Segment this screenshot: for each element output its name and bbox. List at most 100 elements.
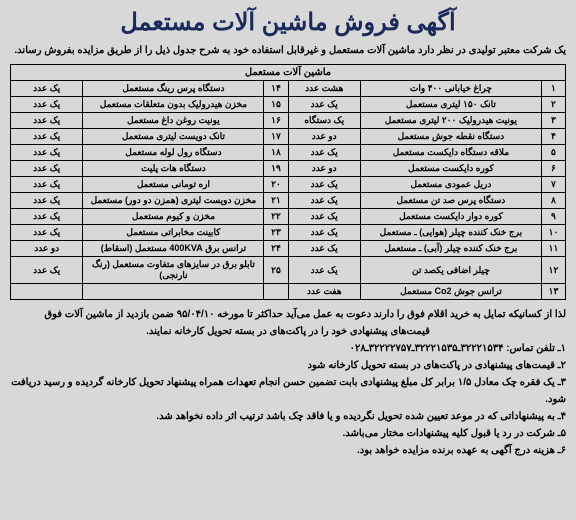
item-qty: یک عدد: [288, 193, 360, 209]
footer-block: لذا از کسانیکه تمایل به خرید اقلام فوق ر…: [10, 306, 566, 459]
item-qty: یک عدد: [288, 225, 360, 241]
table-row: ۲تانک ۱۵۰ لیتری مستعملیک عدد۱۵مخزن هیدرو…: [11, 97, 566, 113]
item-name: تانک دویست لیتری مستعمل: [83, 129, 264, 145]
item-name: مخزن هیدرولیک بدون متعلقات مستعمل: [83, 97, 264, 113]
footer-line: ۲ـ قیمت‌های پیشنهادی در پاکت‌های در بسته…: [10, 357, 566, 374]
footer-line: ۱ـ تلفن تماس: ۳۲۲۲۱۵۳۴ـ۳۲۲۲۱۵۳۵ـ۳۲۲۲۲۷۵۷…: [10, 340, 566, 357]
row-number: [264, 284, 288, 300]
row-number: ۱۳: [541, 284, 565, 300]
item-qty: یک عدد: [11, 177, 83, 193]
item-name: [83, 284, 264, 300]
footer-line: لذا از کسانیکه تمایل به خرید اقلام فوق ر…: [10, 306, 566, 323]
item-name: تابلو برق در سایزهای متفاوت مستعمل (رنگ …: [83, 257, 264, 284]
row-number: ۱۰: [541, 225, 565, 241]
item-name: دستگاه پرس رینگ مستعمل: [83, 81, 264, 97]
row-number: ۱۸: [264, 145, 288, 161]
row-number: ۲۳: [264, 225, 288, 241]
item-qty: هفت عدد: [288, 284, 360, 300]
table-row: ۱۰برج خنک کننده چیلر (هوایی) ـ مستعملیک …: [11, 225, 566, 241]
row-number: ۹: [541, 209, 565, 225]
item-qty: یک عدد: [11, 257, 83, 284]
item-name: کوره دایکست مستعمل: [360, 161, 541, 177]
footer-line: ۴ـ به پیشنهاداتی که در موعد تعیین شده تح…: [10, 408, 566, 425]
row-number: ۶: [541, 161, 565, 177]
row-number: ۷: [541, 177, 565, 193]
item-name: دریل عمودی مستعمل: [360, 177, 541, 193]
row-number: ۱۱: [541, 241, 565, 257]
item-qty: یک عدد: [11, 81, 83, 97]
table-row: ۱۳ترانس جوش Co2 مستعملهفت عدد: [11, 284, 566, 300]
item-name: دستگاه رول لوله مستعمل: [83, 145, 264, 161]
footer-line: ۵ـ شرکت در رد یا قبول کلیه پیشنهادات مخت…: [10, 425, 566, 442]
table-row: ۱چراغ خیابانی ۴۰۰ واتهشت عدد۱۴دستگاه پرس…: [11, 81, 566, 97]
table-row: ۴دستگاه نقطه جوش مستعملدو عدد۱۷تانک دویس…: [11, 129, 566, 145]
row-number: ۱۷: [264, 129, 288, 145]
row-number: ۸: [541, 193, 565, 209]
footer-line: ۶ـ هزینه درج آگهی به عهده برنده مزایده خ…: [10, 442, 566, 459]
item-qty: یک عدد: [11, 225, 83, 241]
item-qty: یک عدد: [11, 161, 83, 177]
footer-line: قیمت‌های پیشنهادی خود را در پاکت‌های در …: [10, 323, 566, 340]
item-qty: یک عدد: [288, 145, 360, 161]
item-qty: یک عدد: [288, 257, 360, 284]
item-name: ترانس جوش Co2 مستعمل: [360, 284, 541, 300]
intro-text: یک شرکت معتبر تولیدی در نظر دارد ماشین آ…: [10, 43, 566, 58]
row-number: ۲۱: [264, 193, 288, 209]
item-name: کوره دوار دایکست مستعمل: [360, 209, 541, 225]
item-name: کابینت مخابراتی مستعمل: [83, 225, 264, 241]
item-name: مخزن و کیوم مستعمل: [83, 209, 264, 225]
item-qty: دو عدد: [288, 161, 360, 177]
item-qty: هشت عدد: [288, 81, 360, 97]
item-name: دستگاه هات پلیت: [83, 161, 264, 177]
row-number: ۱۶: [264, 113, 288, 129]
item-qty: یک عدد: [11, 113, 83, 129]
row-number: ۱۵: [264, 97, 288, 113]
item-name: یونیت هیدرولیک ۲۰۰ لیتری مستعمل: [360, 113, 541, 129]
table-row: ۷دریل عمودی مستعملیک عدد۲۰اره تومانی مست…: [11, 177, 566, 193]
row-number: ۲۵: [264, 257, 288, 284]
item-name: چراغ خیابانی ۴۰۰ وات: [360, 81, 541, 97]
row-number: ۲: [541, 97, 565, 113]
item-name: تانک ۱۵۰ لیتری مستعمل: [360, 97, 541, 113]
table-row: ۶کوره دایکست مستعملدو عدد۱۹دستگاه هات پل…: [11, 161, 566, 177]
row-number: ۱۹: [264, 161, 288, 177]
item-name: دستگاه نقطه جوش مستعمل: [360, 129, 541, 145]
item-qty: یک عدد: [11, 129, 83, 145]
item-qty: یک عدد: [288, 241, 360, 257]
row-number: ۴: [541, 129, 565, 145]
item-qty: یک عدد: [11, 209, 83, 225]
table-row: ۳یونیت هیدرولیک ۲۰۰ لیتری مستعملیک دستگا…: [11, 113, 566, 129]
row-number: ۲۴: [264, 241, 288, 257]
item-qty: یک عدد: [11, 193, 83, 209]
table-row: ۱۲چیلر اضافی یکصد تنیک عدد۲۵تابلو برق در…: [11, 257, 566, 284]
item-name: دستگاه پرس صد تن مستعمل: [360, 193, 541, 209]
row-number: ۲۲: [264, 209, 288, 225]
row-number: ۱۲: [541, 257, 565, 284]
row-number: ۵: [541, 145, 565, 161]
table-row: ۵ملاقه دستگاه دایکست مستعملیک عدد۱۸دستگا…: [11, 145, 566, 161]
row-number: ۱۴: [264, 81, 288, 97]
item-qty: دو عدد: [288, 129, 360, 145]
footer-line: ۳ـ یک فقره چک معادل ۱/۵ برابر کل مبلغ پی…: [10, 374, 566, 408]
item-name: مخزن دویست لیتری (همزن دو دور) مستعمل: [83, 193, 264, 209]
table-row: ۱۱برج خنک کننده چیلر (آبی) ـ مستعملیک عد…: [11, 241, 566, 257]
machinery-table: ماشین آلات مستعمل ۱چراغ خیابانی ۴۰۰ واته…: [10, 64, 566, 300]
item-qty: یک دستگاه: [288, 113, 360, 129]
item-name: ترانس برق 400KVA مستعمل (اسقاط): [83, 241, 264, 257]
item-qty: یک عدد: [288, 209, 360, 225]
item-qty: یک عدد: [288, 177, 360, 193]
item-name: برج خنک کننده چیلر (آبی) ـ مستعمل: [360, 241, 541, 257]
item-qty: دو عدد: [11, 241, 83, 257]
item-qty: یک عدد: [288, 97, 360, 113]
row-number: ۳: [541, 113, 565, 129]
item-qty: یک عدد: [11, 145, 83, 161]
item-qty: یک عدد: [11, 97, 83, 113]
item-name: ملاقه دستگاه دایکست مستعمل: [360, 145, 541, 161]
item-name: یونیت روغن داغ مستعمل: [83, 113, 264, 129]
table-row: ۹کوره دوار دایکست مستعملیک عدد۲۲مخزن و ک…: [11, 209, 566, 225]
row-number: ۱: [541, 81, 565, 97]
item-qty: [11, 284, 83, 300]
table-header: ماشین آلات مستعمل: [11, 65, 566, 81]
item-name: اره تومانی مستعمل: [83, 177, 264, 193]
row-number: ۲۰: [264, 177, 288, 193]
